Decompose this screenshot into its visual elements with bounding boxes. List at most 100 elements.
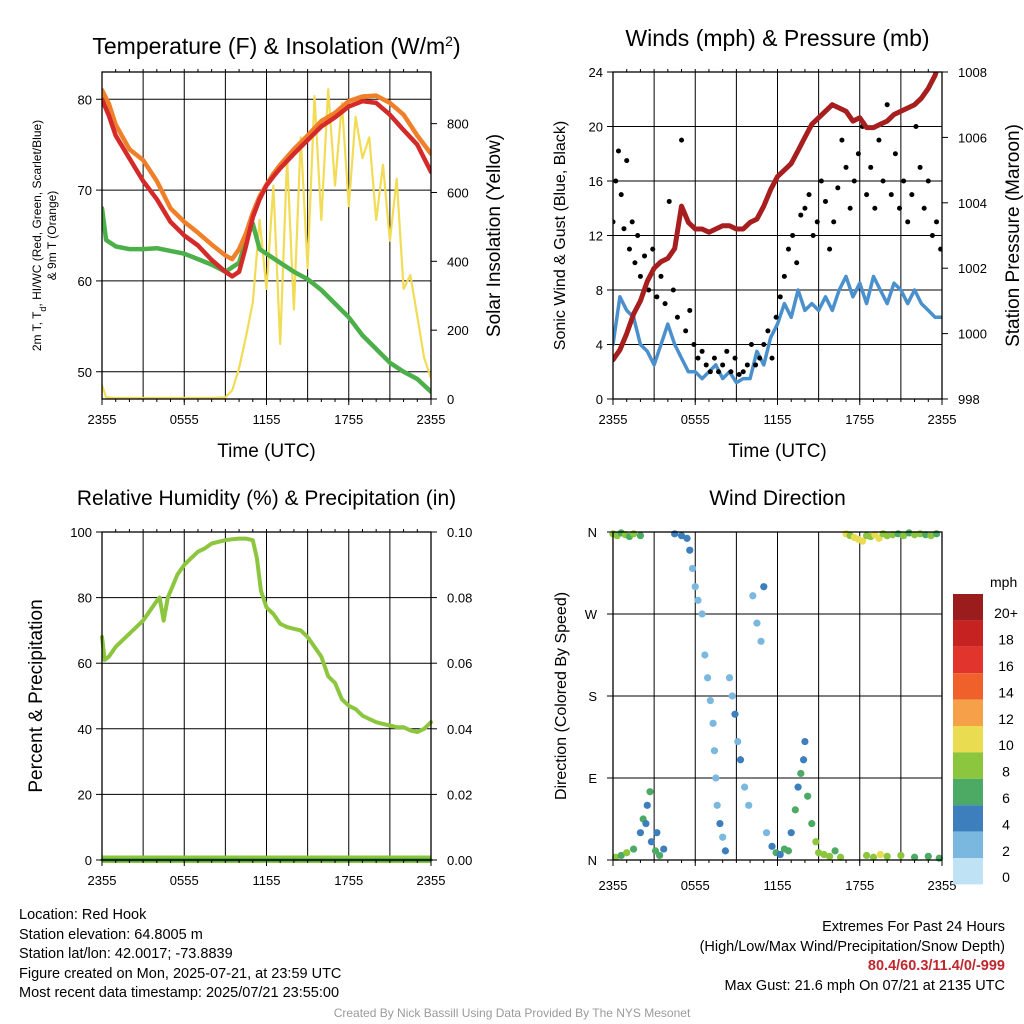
gust-point <box>621 226 627 232</box>
gust-point <box>650 246 656 252</box>
colorbar-label: 14 <box>998 684 1014 700</box>
credit-text: Created By Nick Bassill Using Data Provi… <box>333 1006 691 1020</box>
x-tick-label: 0555 <box>681 412 710 427</box>
gust-point <box>921 205 927 211</box>
y-tick-label: 80 <box>78 92 92 107</box>
gust-point <box>839 137 845 143</box>
direction-point <box>749 592 757 600</box>
gust-point <box>707 369 713 375</box>
direction-point <box>617 851 625 860</box>
direction-point <box>762 829 771 837</box>
x-tick-label: 2355 <box>928 412 957 427</box>
rh-line <box>100 536 433 735</box>
colorbar-swatch <box>953 778 983 806</box>
direction-point <box>794 783 802 791</box>
y-tick-label: 100 <box>70 525 92 540</box>
gust-point <box>757 355 763 361</box>
direction-point <box>820 850 828 859</box>
gust-point <box>872 205 878 211</box>
y2-tick-label: 600 <box>447 185 469 200</box>
direction-point <box>636 532 645 540</box>
direction-point <box>799 756 808 764</box>
direction-point <box>910 531 919 539</box>
direction-point <box>688 564 697 573</box>
gust-point <box>876 137 882 143</box>
direction-point <box>734 737 742 746</box>
x-axis-label: Time (UTC) <box>217 441 316 462</box>
gust-point <box>822 198 828 204</box>
direction-point <box>713 801 721 809</box>
x-tick-label: 1155 <box>764 412 792 427</box>
gust-point <box>695 355 701 361</box>
gust-point <box>637 273 643 279</box>
direction-point <box>731 710 739 718</box>
station-info: Location: Red Hook Station elevation: 64… <box>19 906 341 1004</box>
colorbar-swatch <box>953 673 983 700</box>
x-tick-label: 1155 <box>253 873 281 888</box>
gust-point <box>818 178 824 184</box>
gust-point <box>748 342 754 347</box>
direction-point <box>869 853 878 861</box>
winds-series <box>613 72 942 385</box>
gust-point <box>629 219 635 225</box>
direction-point <box>741 783 749 791</box>
y-tick-label: N <box>588 525 597 540</box>
gust-point <box>769 355 775 361</box>
gust-point <box>851 178 857 184</box>
gust-point <box>806 192 812 198</box>
chart-title: Temperature (F) & Insolation (W/m2) <box>92 33 460 59</box>
gust-point <box>615 148 621 154</box>
direction-point <box>643 801 651 809</box>
direction-point <box>808 819 816 828</box>
elevation-text: Station elevation: 64.8005 m <box>19 926 203 943</box>
gust-point <box>884 102 890 108</box>
direction-point <box>812 838 820 846</box>
x-tick-label: 2355 <box>928 878 957 893</box>
direction-point <box>900 532 908 540</box>
colorbar-label: 20+ <box>994 605 1018 621</box>
gust-point <box>666 198 672 204</box>
gust-point <box>847 205 853 211</box>
direction-point <box>883 532 891 540</box>
y2-tick-label: 0.06 <box>447 656 472 671</box>
gust-point <box>802 205 808 211</box>
direction-point <box>701 651 709 659</box>
gust-point <box>691 342 697 347</box>
y-tick-label: 60 <box>78 274 92 289</box>
x-tick-label: 0555 <box>681 878 710 893</box>
x-tick-label: 1755 <box>845 878 874 893</box>
y2-tick-label: 1008 <box>958 65 987 80</box>
extremes-info: Extremes For Past 24 Hours (High/Low/Max… <box>700 918 1005 996</box>
gust-point <box>632 260 638 266</box>
y-tick-label: N <box>588 853 597 868</box>
direction-point <box>636 829 645 837</box>
location-text: Location: Red Hook <box>19 907 147 923</box>
gust-point <box>724 348 730 354</box>
y-axis-label: Sonic Wind & Gust (Blue, Black) <box>552 121 569 350</box>
direction-point <box>863 851 871 860</box>
y-tick-label: 4 <box>596 338 603 353</box>
y-tick-label: 70 <box>78 183 92 198</box>
y-tick-label: 40 <box>78 722 92 737</box>
y-tick-label: W <box>585 607 598 622</box>
direction-point <box>721 847 730 855</box>
direction-point <box>910 853 919 861</box>
gust-point <box>761 342 767 347</box>
y2-tick-label: 1002 <box>958 261 987 276</box>
gust-point <box>909 192 915 198</box>
x-tick-label: 1155 <box>253 412 281 427</box>
y-tick-label: S <box>588 689 597 704</box>
direction-point <box>629 845 638 853</box>
colorbar-title: mph <box>990 574 1017 590</box>
colorbar-label: 16 <box>998 658 1014 674</box>
gust-point <box>827 246 833 252</box>
gust-point <box>683 328 689 334</box>
extremes-values: 80.4/60.3/11.4/0/-999 <box>867 958 1005 975</box>
direction-point <box>709 719 717 727</box>
gust-point <box>753 362 759 368</box>
direction-point <box>897 851 905 860</box>
x-tick-label: 1755 <box>334 873 363 888</box>
colorbar-swatch <box>953 752 983 779</box>
colorbar-label: 4 <box>1002 816 1010 832</box>
direction-point <box>825 852 834 860</box>
